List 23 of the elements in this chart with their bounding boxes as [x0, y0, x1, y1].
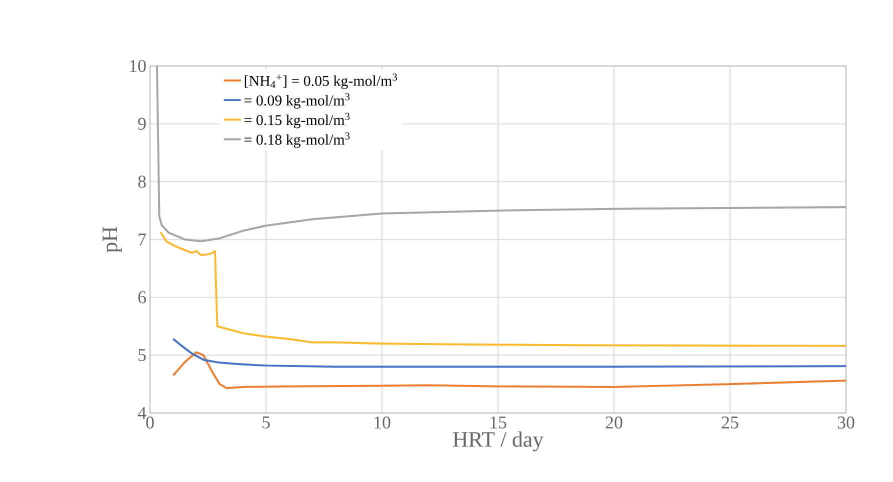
x-tick-label: 25 — [722, 416, 738, 429]
y-tick-label: 9 — [138, 118, 146, 130]
x-tick-label: 20 — [606, 416, 622, 429]
y-tick-label: 8 — [138, 176, 146, 188]
line-series — [172, 351, 846, 390]
x-axis-title: HRT / day — [453, 431, 544, 452]
x-tick-label: 5 — [262, 416, 270, 428]
line-series — [156, 66, 846, 242]
x-tick-label: 0 — [146, 416, 154, 429]
y-tick-label: 10 — [130, 60, 146, 72]
y-tick-label: 5 — [138, 349, 146, 362]
legend-label: [NH$_{4}$$^{+}$] = 0.05 kg-mol/m$^{3}$ — [244, 74, 397, 89]
legend-label: = 0.09 kg-mol/m$^{3}$ — [244, 93, 350, 109]
y-tick-label: 6 — [138, 291, 146, 304]
line-series — [159, 230, 846, 347]
x-tick-label: 10 — [374, 416, 390, 429]
y-axis-title: pH — [102, 226, 122, 253]
y-tick-label: 7 — [138, 234, 146, 246]
legend-label: = 0.18 kg-mol/m$^{3}$ — [244, 132, 350, 148]
x-tick-label: 30 — [838, 416, 854, 429]
x-tick-label: 15 — [490, 416, 506, 429]
y-tick-label: 4 — [138, 407, 146, 419]
legend-label: = 0.15 kg-mol/m$^{3}$ — [244, 112, 350, 128]
